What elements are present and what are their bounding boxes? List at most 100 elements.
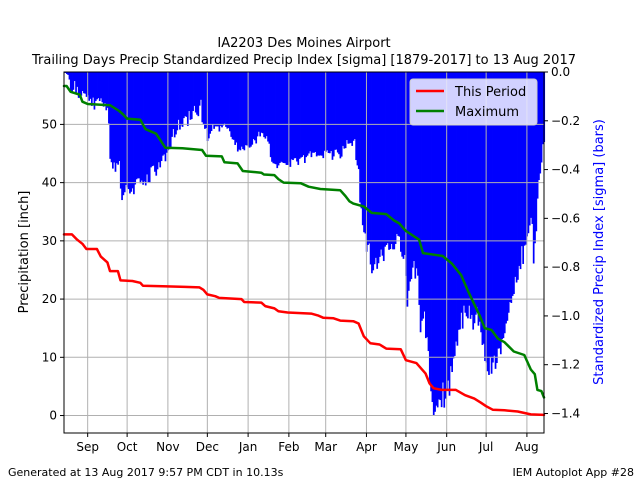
spi-bar-165 <box>280 72 283 162</box>
spi-bar-293 <box>448 72 451 396</box>
spi-bar-155 <box>267 72 269 142</box>
spi-bar-238 <box>376 72 379 269</box>
spi-bar-2 <box>65 72 68 74</box>
spi-bar-35 <box>109 72 112 159</box>
spi-bar-3 <box>67 72 70 75</box>
spi-bar-103 <box>198 72 201 106</box>
spi-bar-10 <box>76 72 79 87</box>
spi-bar-281 <box>432 72 435 416</box>
spi-bar-16 <box>84 72 87 94</box>
spi-bar-119 <box>219 72 222 126</box>
spi-bar-335 <box>503 72 506 334</box>
spi-bar-222 <box>355 72 358 161</box>
spi-bar-288 <box>442 72 444 383</box>
spi-bar-137 <box>243 72 246 151</box>
spi-bar-108 <box>205 72 208 129</box>
spi-bar-153 <box>264 72 267 139</box>
spi-bar-347 <box>519 72 522 270</box>
spi-bar-215 <box>346 72 348 141</box>
spi-bar-330 <box>497 72 500 349</box>
spi-bar-154 <box>265 72 268 137</box>
spi-bar-185 <box>306 72 309 156</box>
y2-tick-label-4: −0.8 <box>551 260 580 274</box>
spi-bar-348 <box>520 72 523 247</box>
spi-bar-15 <box>83 72 85 94</box>
spi-bar-244 <box>384 72 386 247</box>
spi-bar-157 <box>269 72 272 158</box>
spi-bar-95 <box>188 72 190 112</box>
spi-bar-344 <box>515 72 518 283</box>
spi-bar-100 <box>194 72 197 113</box>
spi-bar-189 <box>311 72 314 153</box>
spi-bar-290 <box>444 72 447 399</box>
x-axis-ticks: Sep Oct Nov Dec Jan Feb Mar Apr May Jun Jul Aug <box>76 433 539 454</box>
legend-label-maximum: Maximum <box>455 105 519 120</box>
spi-bar-20 <box>89 72 92 99</box>
spi-bar-126 <box>229 72 231 132</box>
spi-bar-24 <box>94 72 97 102</box>
spi-bar-360 <box>536 72 539 199</box>
spi-bar-304 <box>463 72 465 306</box>
spi-bar-207 <box>335 72 338 150</box>
spi-bar-181 <box>301 72 304 157</box>
series-line-1 <box>62 84 546 399</box>
spi-bar-193 <box>317 72 319 156</box>
spi-bar-295 <box>451 72 454 373</box>
spi-bar-128 <box>231 72 234 140</box>
spi-bar-309 <box>469 72 472 319</box>
spi-bar-67 <box>151 72 154 167</box>
spi-bar-99 <box>193 72 196 106</box>
spi-bar-190 <box>313 72 315 153</box>
spi-bar-289 <box>443 72 446 408</box>
spi-bar-283 <box>435 72 438 406</box>
spi-bar-58 <box>139 72 142 184</box>
spi-bar-106 <box>202 72 205 124</box>
y2-tick-label-3: −0.6 <box>551 211 580 225</box>
spi-bar-337 <box>506 72 509 321</box>
spi-bar-11 <box>77 72 80 98</box>
spi-bar-242 <box>381 72 384 256</box>
y2-tick-label-2: −0.4 <box>551 163 580 177</box>
spi-bar-132 <box>236 72 239 152</box>
spi-bar-116 <box>215 72 218 127</box>
legend-label-this-period: This Period <box>454 85 526 100</box>
spi-bar-117 <box>217 72 219 127</box>
spi-bar-147 <box>256 72 259 137</box>
spi-bar-216 <box>347 72 350 144</box>
spi-bar-208 <box>336 72 339 153</box>
x-tick-label-8: May <box>394 440 419 454</box>
spi-bar-93 <box>185 72 188 117</box>
spi-bar-7 <box>72 72 75 90</box>
spi-bar-57 <box>138 72 141 179</box>
spi-bar-243 <box>382 72 385 262</box>
spi-bar-131 <box>235 72 238 143</box>
spi-bar-163 <box>277 72 280 166</box>
spi-bar-338 <box>507 72 510 313</box>
y-tick-label-3: 30 <box>42 234 57 248</box>
spi-bar-349 <box>522 72 525 264</box>
spi-bar-69 <box>154 72 156 172</box>
spi-bar-25 <box>96 72 98 100</box>
y2-axis-ticks: 0.0 −0.2 −0.4 −0.6 −0.8 −1.0 −1.2 −1.4 <box>544 65 580 420</box>
spi-bar-316 <box>478 72 481 322</box>
spi-bar-110 <box>208 72 210 139</box>
spi-bar-355 <box>530 72 532 218</box>
y-axis-ticks: 0 10 20 30 40 50 <box>42 117 64 423</box>
spi-bar-204 <box>331 72 334 160</box>
spi-bar-326 <box>492 72 494 363</box>
spi-bar-173 <box>290 72 293 160</box>
spi-bar-135 <box>240 72 243 147</box>
spi-bar-56 <box>136 72 139 179</box>
spi-bar-130 <box>234 72 237 145</box>
spi-bar-40 <box>115 72 118 164</box>
spi-bar-168 <box>284 72 286 164</box>
spi-bar-218 <box>350 72 352 143</box>
spi-bar-84 <box>173 72 176 138</box>
spi-bar-47 <box>125 72 127 185</box>
spi-bar-77 <box>164 72 167 162</box>
spi-bar-76 <box>163 72 166 155</box>
spi-bar-301 <box>459 72 461 330</box>
spi-bar-92 <box>184 72 187 117</box>
spi-bar-250 <box>392 72 394 250</box>
